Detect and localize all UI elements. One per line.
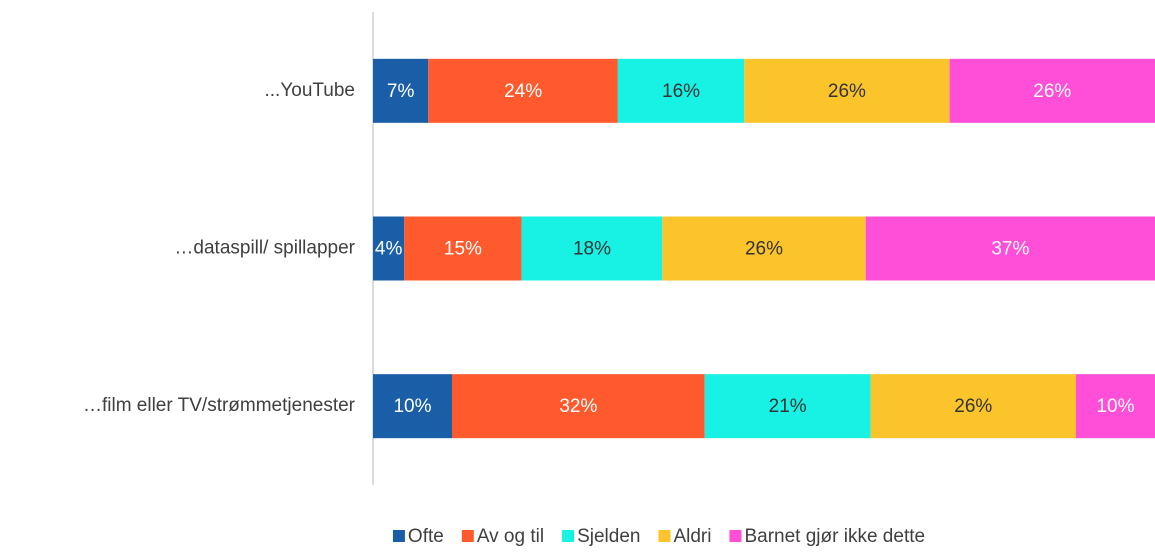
bar-segment: [865, 216, 1155, 281]
data-label: 10%: [393, 396, 431, 417]
legend-label: Sjelden: [577, 526, 640, 547]
bar-segment: [1076, 374, 1155, 439]
data-label: 16%: [662, 81, 700, 102]
legend-swatch: [392, 530, 405, 542]
legend-swatch: [461, 530, 474, 542]
bar-segment: [451, 374, 705, 439]
data-label: 26%: [954, 396, 992, 417]
data-label: 24%: [504, 81, 542, 102]
bar-segment: [373, 374, 452, 439]
data-label: 18%: [573, 239, 611, 260]
category-label: ...YouTube: [264, 80, 355, 101]
legend-label: Aldri: [673, 526, 711, 547]
data-label: 26%: [828, 81, 866, 102]
data-label: 21%: [769, 396, 807, 417]
bar-segment: [870, 374, 1077, 439]
category-label: …dataspill/ spillapper: [174, 238, 355, 259]
data-label: 4%: [375, 239, 403, 260]
bar-segment: [373, 58, 429, 123]
legend-swatch: [658, 530, 671, 542]
data-label: 37%: [991, 239, 1029, 260]
legend-swatch: [729, 530, 742, 542]
legend-label: Av og til: [477, 526, 544, 547]
data-label: 26%: [745, 239, 783, 260]
bar-segment: [373, 216, 405, 281]
legend-label: Ofte: [408, 526, 444, 547]
data-label: 26%: [1033, 81, 1071, 102]
bar-segment: [617, 58, 745, 123]
data-label: 32%: [559, 396, 597, 417]
bar-segment: [744, 58, 950, 123]
data-label: 7%: [387, 81, 415, 102]
bar-segment: [404, 216, 522, 281]
legend: Ofte Av og til Sjelden Aldri Barnet gjør ikk…: [392, 526, 925, 547]
category-label: …film eller TV/strømmetjenester: [83, 395, 356, 416]
bar-segment: [428, 58, 618, 123]
legend-label: Barnet gjør ikke dette: [744, 526, 925, 547]
bar-segment: [704, 374, 871, 439]
data-label: 10%: [1096, 396, 1134, 417]
bar-segment: [521, 216, 663, 281]
bar-segment: [949, 58, 1155, 123]
bar-segment: [662, 216, 866, 281]
legend-swatch: [562, 530, 575, 542]
data-label: 15%: [444, 239, 482, 260]
